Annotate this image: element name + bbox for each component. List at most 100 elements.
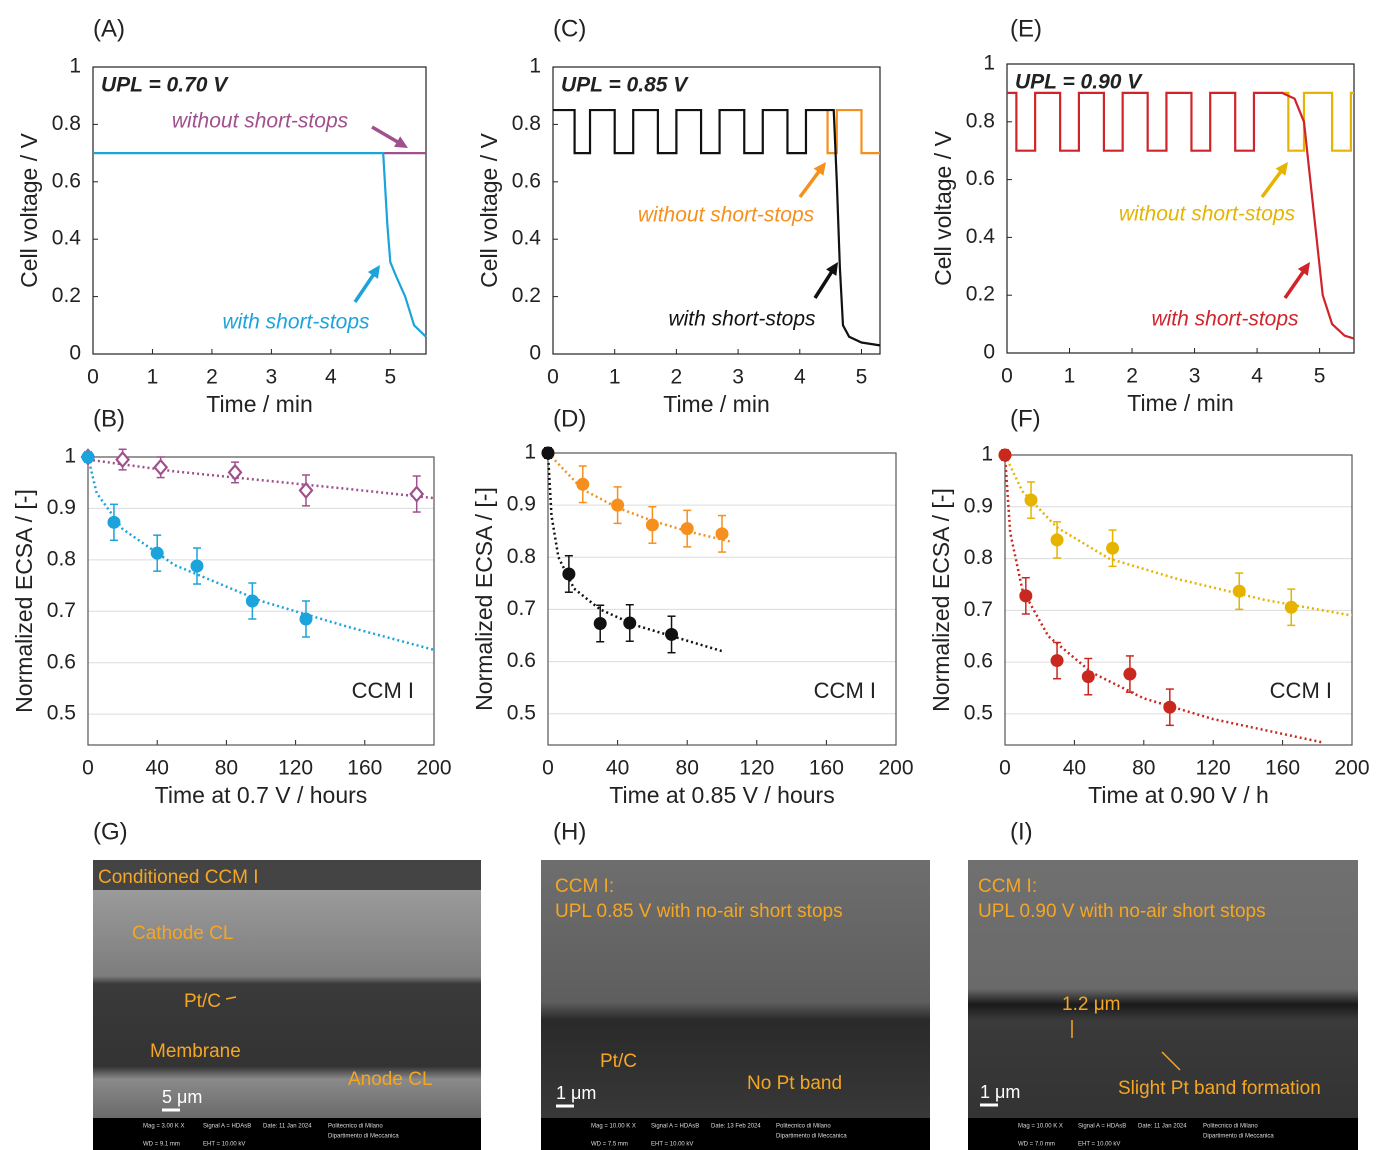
footer-text: Date: 11 Jan 2024	[263, 1124, 312, 1130]
x-tick-label: 80	[215, 757, 238, 780]
y-tick-label: 0.7	[47, 599, 76, 622]
x-tick-label: 5	[1314, 365, 1326, 388]
x-axis-label: Time at 0.7 V / hours	[155, 782, 368, 808]
y-tick-label: 0	[529, 342, 541, 365]
marker	[645, 518, 659, 532]
image-label: UPL 0.85 V with no-air short stops	[555, 901, 843, 922]
arrow	[1283, 267, 1307, 299]
series-label: without short-stops	[1119, 203, 1296, 226]
y-tick-label: 0.2	[512, 284, 541, 307]
marker	[107, 515, 121, 529]
x-tick-label: 0	[1001, 365, 1013, 388]
arrow-head	[1275, 162, 1288, 176]
plot-frame	[552, 66, 881, 355]
y-tick-label: 0.8	[966, 109, 995, 132]
x-tick-label: 4	[794, 366, 806, 389]
marker	[715, 527, 729, 541]
panel-label: (E)	[1010, 15, 1042, 42]
y-tick-label: 0.8	[512, 112, 541, 135]
series-line	[826, 108, 880, 155]
plot-frame	[1004, 454, 1353, 746]
x-tick-label: 3	[732, 366, 744, 389]
footer-text: Politecnico di Milano	[776, 1124, 831, 1130]
panel-label: (I)	[1010, 818, 1033, 845]
footer-text: Signal A = HDAsB	[651, 1124, 699, 1130]
arrow	[1260, 167, 1285, 199]
annotation: UPL = 0.90 V	[1015, 71, 1143, 94]
image-label: Membrane	[150, 1041, 241, 1062]
fit-line	[546, 452, 723, 653]
y-tick-label: 0.6	[47, 650, 76, 673]
fit-line	[86, 456, 435, 652]
series-label: with short-stops	[668, 308, 816, 331]
y-tick-label: 0.6	[966, 167, 995, 190]
x-tick-label: 80	[676, 757, 699, 780]
y-tick-label: 0.4	[52, 227, 82, 250]
footer-text: WD = 9.1 mm	[143, 1142, 180, 1148]
y-tick-label: 0.4	[512, 227, 542, 250]
x-axis-label: Time / min	[206, 391, 313, 417]
y-tick-label: 0.8	[52, 112, 81, 135]
arrow	[371, 125, 402, 146]
series-label: without short-stops	[638, 204, 815, 227]
marker	[227, 463, 243, 482]
x-tick-label: 0	[999, 757, 1011, 780]
footer-text: WD = 7.5 mm	[591, 1142, 628, 1148]
sem-image	[93, 860, 481, 1118]
x-tick-label: 0	[542, 757, 554, 780]
marker	[115, 450, 131, 469]
x-tick-label: 2	[671, 366, 683, 389]
footer-text: Date: 13 Feb 2024	[711, 1124, 761, 1130]
image-label: Cathode CL	[132, 923, 233, 944]
x-tick-label: 160	[809, 757, 844, 780]
y-tick-label: 0.4	[966, 225, 996, 248]
y-tick-label: 1	[69, 55, 81, 78]
x-tick-label: 0	[82, 757, 94, 780]
marker	[680, 522, 694, 536]
arrow	[353, 270, 377, 303]
marker	[562, 567, 576, 581]
panel-label: (F)	[1010, 405, 1041, 432]
marker	[153, 458, 169, 476]
marker	[1232, 584, 1246, 598]
x-tick-label: 4	[325, 366, 337, 389]
x-tick-label: 5	[384, 366, 396, 389]
x-tick-label: 40	[606, 757, 629, 780]
plot-frame	[547, 452, 897, 746]
annotation: CCM I	[352, 678, 414, 703]
y-tick-label: 0.7	[507, 597, 536, 620]
marker	[81, 450, 95, 464]
marker	[998, 448, 1012, 462]
y-axis-label: Cell voltage / V	[16, 133, 42, 288]
x-tick-label: 160	[347, 757, 382, 780]
x-axis-label: Time / min	[1127, 390, 1234, 416]
marker	[1050, 654, 1064, 668]
y-tick-label: 0.9	[507, 493, 536, 516]
marker	[593, 617, 607, 631]
y-tick-label: 0.6	[52, 169, 81, 192]
arrow-head	[1297, 262, 1310, 276]
panel-label: (B)	[93, 405, 125, 432]
marker	[1024, 493, 1038, 507]
y-tick-label: 0.6	[507, 649, 536, 672]
series-label: without short-stops	[172, 110, 349, 133]
y-tick-label: 1	[529, 55, 541, 78]
arrow	[225, 996, 237, 1000]
y-axis-label: Cell voltage / V	[476, 133, 502, 288]
y-tick-label: 1	[983, 52, 995, 75]
sem-image	[541, 860, 930, 1118]
image-label: CCM I:	[978, 876, 1037, 897]
plot-frame	[1006, 63, 1355, 354]
footer-text: Mag = 3.00 K X	[143, 1124, 185, 1130]
x-tick-label: 1	[609, 366, 621, 389]
y-axis-label: Normalized ECSA / [-]	[11, 489, 37, 713]
arrow-head	[813, 162, 826, 176]
x-tick-label: 160	[1265, 757, 1300, 780]
series-label: with short-stops	[222, 311, 370, 334]
x-tick-label: 200	[1334, 757, 1369, 780]
x-tick-label: 4	[1251, 365, 1263, 388]
x-tick-label: 40	[146, 757, 169, 780]
y-tick-label: 0.8	[507, 545, 536, 568]
image-label: 1.2 μm	[1062, 994, 1120, 1015]
